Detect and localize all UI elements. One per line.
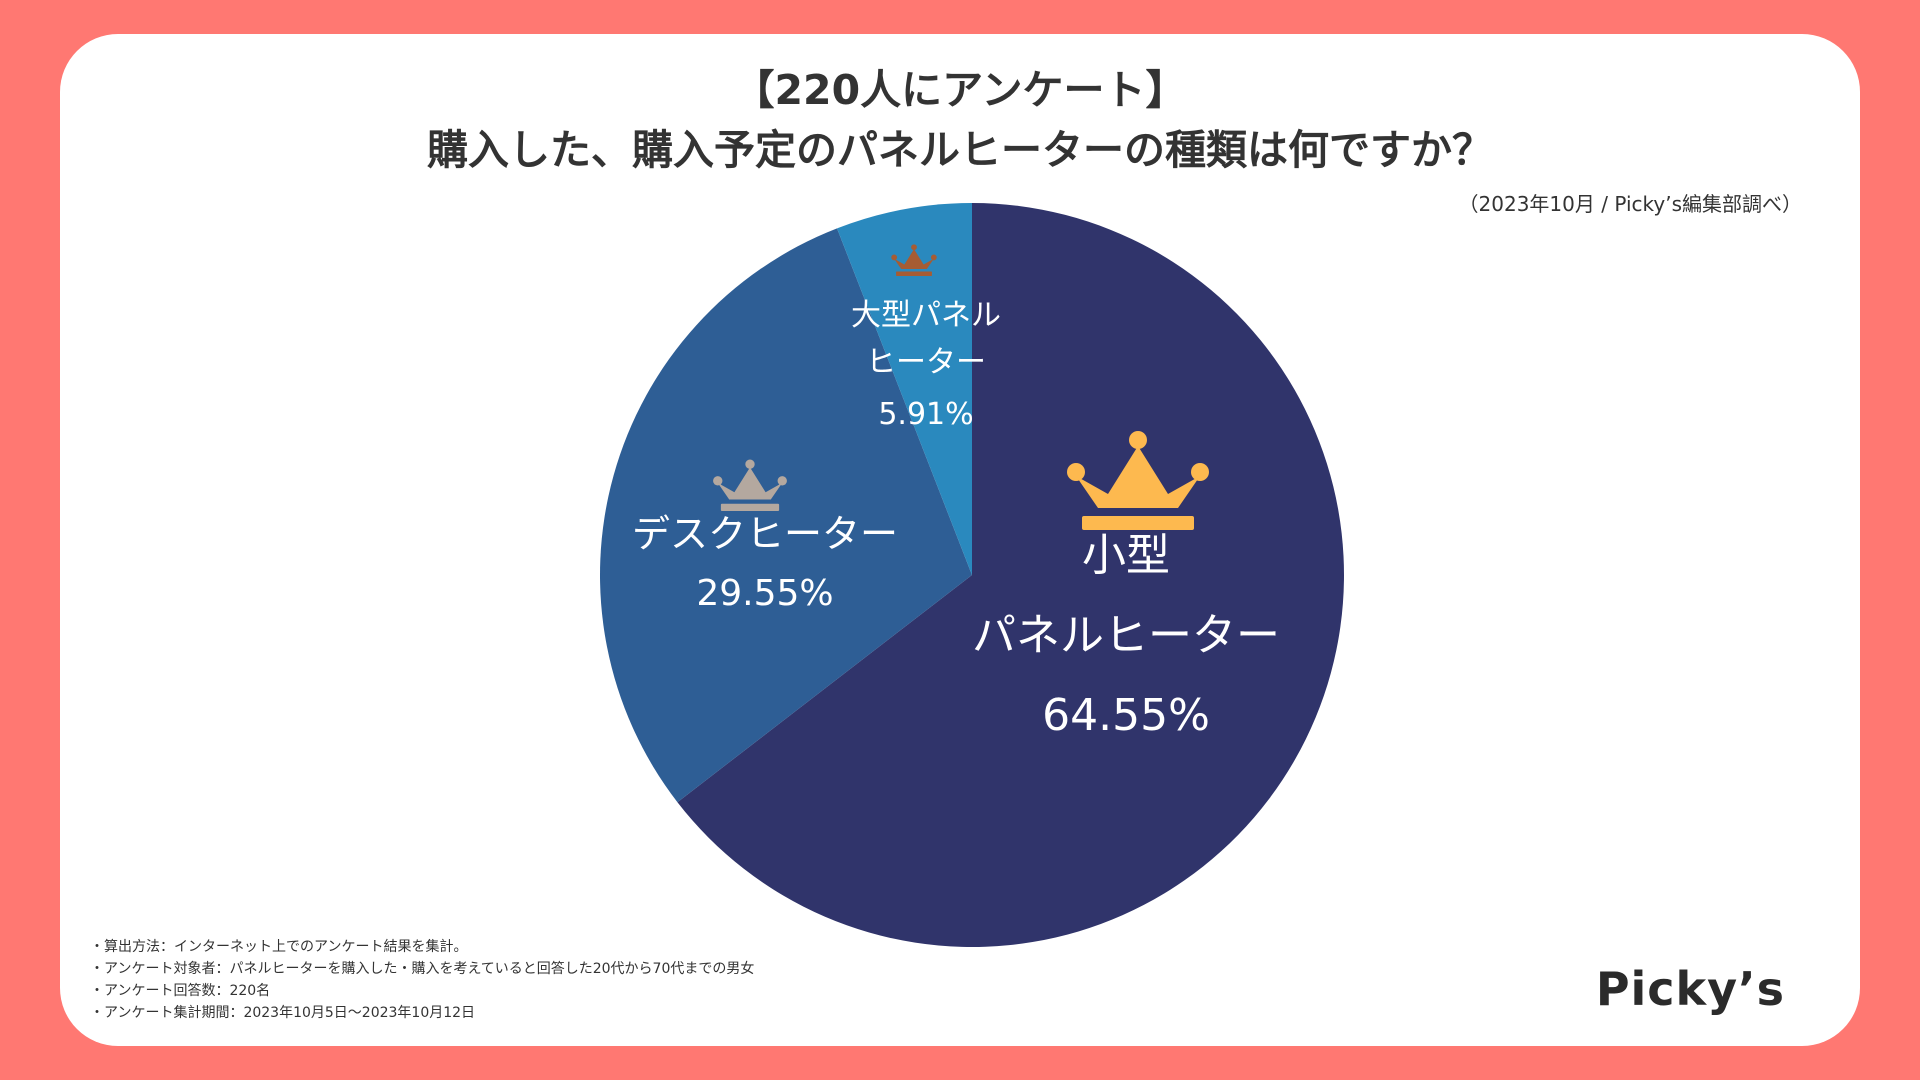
source-note: （2023年10月 / Picky’s編集部調べ） [1458,192,1802,216]
slice-value-label-3: 5.91% [878,397,973,432]
slice-label-2-line-1: デスクヒーター [632,512,898,556]
brand-logo: Picky’s [1595,962,1785,1016]
crown-icon-rank-3 [891,244,937,276]
note-method: ・算出方法：インターネット上でのアンケート結果を集計。 [90,939,468,955]
chart-title-line1: 【220人にアンケート】 [733,66,1187,114]
slice-label-3-line-1: 大型パネル [851,298,1001,333]
slice-value-label-2: 29.55% [696,573,833,614]
slice-label-3-line-2: ヒーター [866,345,986,380]
note-respondents: ・アンケート回答数：220名 [90,983,271,999]
crown-icon-rank-1 [1067,431,1209,530]
pie-slice-1 [677,203,1344,948]
survey-notes: ・算出方法：インターネット上でのアンケート結果を集計。 ・アンケート対象者：パネ… [90,936,754,1024]
slice-label-1-line-2: パネルヒーター [972,610,1280,661]
slice-label-1-line-1: 小型 [1082,530,1170,581]
slice-value-label-1: 64.55% [1042,690,1210,741]
note-target: ・アンケート対象者：パネルヒーターを購入した・購入を考えていると回答した20代か… [90,961,755,977]
crown-icon-rank-2 [713,459,787,511]
note-period: ・アンケート集計期間：2023年10月5日〜2023年10月12日 [90,1005,476,1021]
pie-slice-3 [837,203,972,575]
pie-slice-2 [600,228,972,803]
chart-title-line2: 購入した、購入予定のパネルヒーターの種類は何ですか？ [427,126,1493,174]
